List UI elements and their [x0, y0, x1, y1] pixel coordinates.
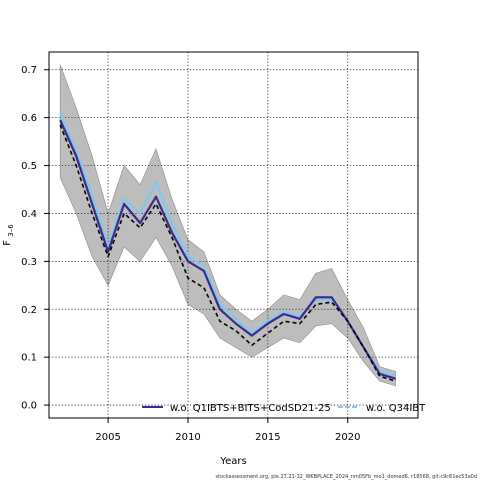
- x-ticks: 2005 2010 2015 2020: [95, 418, 360, 443]
- y-tick-label: 0.1: [21, 353, 37, 364]
- grid-layer: [49, 52, 418, 418]
- y-tick-label: 0.3: [21, 257, 37, 268]
- legend: w.o. Q1IBTS+BITS+CodSD21-25 w.o. Q34IBT: [142, 403, 426, 414]
- y-tick-label: 0.6: [21, 113, 37, 124]
- y-tick-label: 0.7: [21, 65, 37, 76]
- y-tick-label: 0.0: [21, 401, 37, 412]
- legend-label-series-2: w.o. Q34IBT: [366, 403, 426, 414]
- confidence-band-layer: [59, 64, 396, 387]
- series-line-1: [59, 119, 396, 380]
- y-ticks: 0.0 0.1 0.2 0.3 0.4 0.5 0.6 0.7: [21, 65, 49, 412]
- x-tick-label: 2010: [175, 432, 200, 443]
- x-axis-title: Years: [219, 456, 246, 467]
- y-axis-title-sub: 3–6: [7, 224, 15, 237]
- x-tick-label: 2015: [255, 432, 280, 443]
- y-tick-label: 0.2: [21, 305, 37, 316]
- series-line-0: [59, 124, 396, 382]
- footer-credit: stockassessment.org, ple.27.21-32_WKBPLA…: [215, 474, 477, 480]
- y-tick-label: 0.4: [21, 209, 37, 220]
- series-layer: [59, 112, 396, 382]
- legend-label-series-1: w.o. Q1IBTS+BITS+CodSD21-25: [170, 403, 331, 414]
- x-tick-label: 2020: [335, 432, 360, 443]
- y-axis-title: F 3–6: [2, 224, 15, 246]
- y-axis-title-main: F: [2, 240, 13, 246]
- plot-frame: [48, 51, 419, 419]
- y-tick-label: 0.5: [21, 161, 37, 172]
- x-tick-label: 2005: [95, 432, 120, 443]
- confidence-band: [59, 64, 396, 387]
